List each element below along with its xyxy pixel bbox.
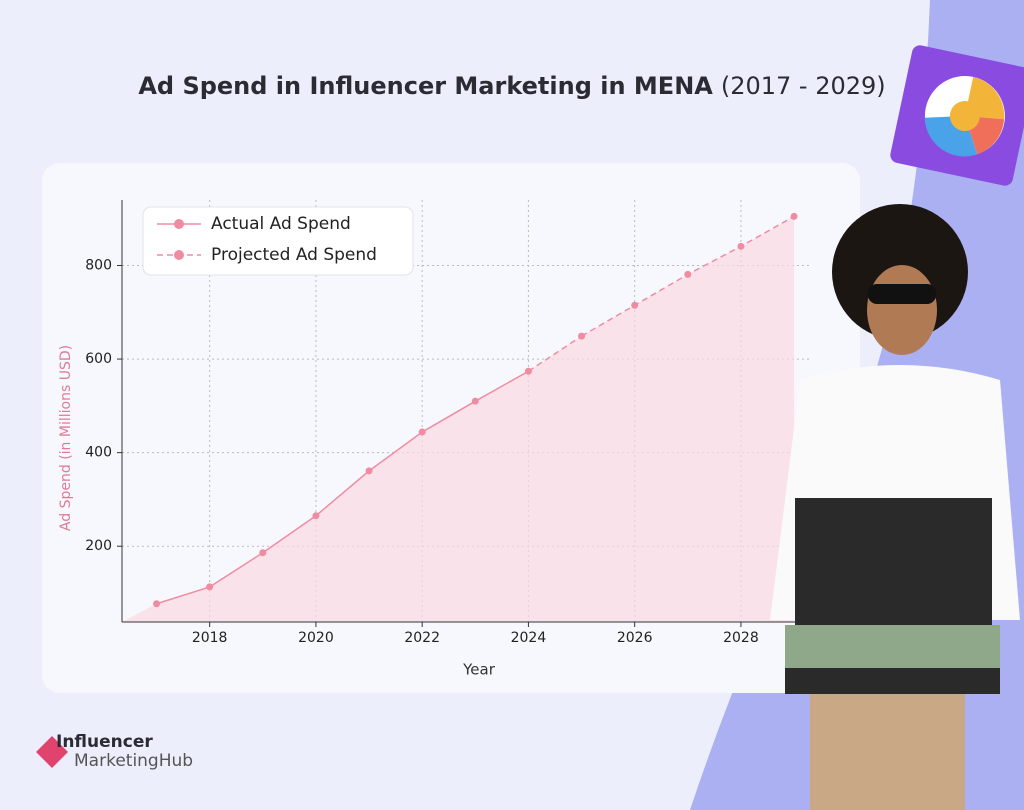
y-tick-label: 200 [85,538,112,554]
y-axis-label: Ad Spend (in Millions USD) [58,345,74,531]
chart-icon [890,45,1024,186]
connector [528,335,582,372]
legend-marker [174,250,184,260]
series-line [156,370,529,605]
legend-label: Projected Ad Spend [211,245,377,265]
logo: Influencer MarketingHub [36,732,193,771]
data-point [206,583,214,591]
data-point [684,270,692,278]
title-years: (2017 - 2029) [721,72,886,100]
x-tick-label: 2028 [723,630,759,646]
data-point [365,467,373,475]
logo-line2: MarketingHub [74,751,193,771]
data-point [790,212,798,220]
person-illustration [770,204,1020,810]
data-point [153,600,161,608]
title-main: Ad Spend in Influencer Marketing in MENA [138,72,713,100]
chart-title: Ad Spend in Influencer Marketing in MENA… [138,72,885,100]
x-tick-label: 2022 [404,630,440,646]
area [122,216,795,622]
legend-box [142,206,414,276]
data-point [524,367,532,375]
y-tick-label: 600 [85,351,112,367]
data-point [471,397,479,405]
x-tick-label: 2026 [617,630,653,646]
y-tick-label: 800 [85,257,112,273]
data-point [418,428,426,436]
legend-marker [174,219,184,229]
chart-area: 200 400 600 800 2018 2020 2022 2024 2026 2028 Actu… [85,200,810,646]
y-tick-label: 400 [85,445,112,461]
legend-label: Actual Ad Spend [211,214,351,234]
data-point [737,242,745,250]
data-point [631,301,639,309]
x-tick-label: 2020 [298,630,334,646]
logo-line1: Influencer [56,732,153,752]
x-axis-label: Year [462,661,496,679]
data-point [259,549,267,557]
x-tick-label: 2018 [192,630,228,646]
x-tick-label: 2024 [511,630,547,646]
data-point [312,512,320,520]
legend: Actual Ad Spend Projected Ad Spend [142,206,414,276]
data-point [578,332,586,340]
